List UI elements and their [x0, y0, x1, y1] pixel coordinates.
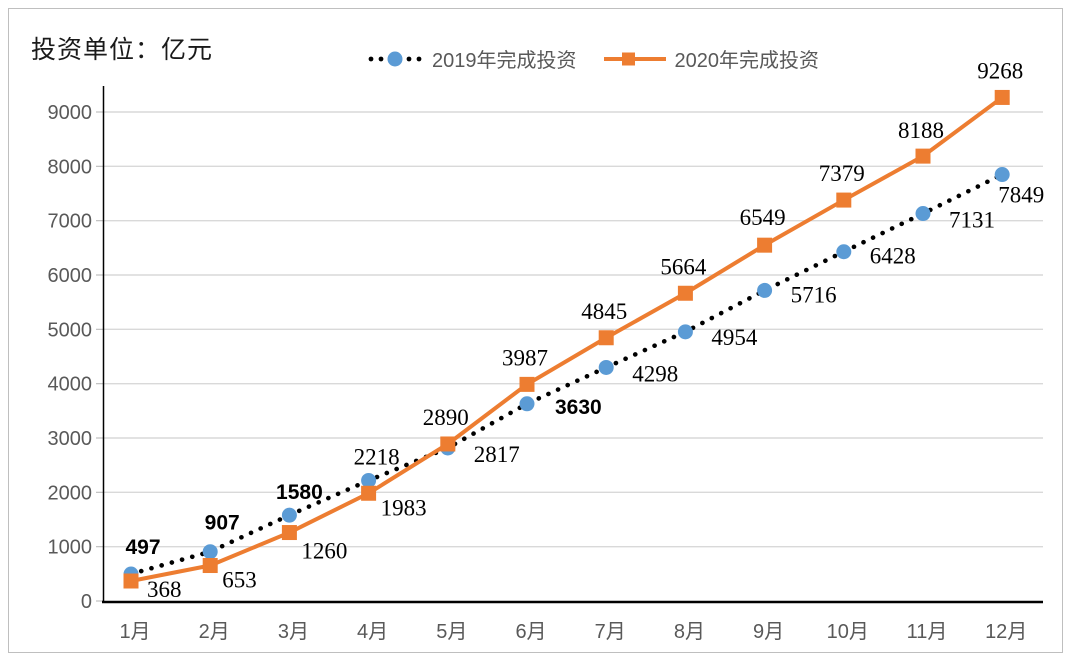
- legend: 2019年完成投资 2020年完成投资: [366, 44, 819, 73]
- y-tick-label: 9000: [48, 102, 93, 124]
- series-2020-value-label-2月: 653: [222, 568, 257, 593]
- series-2020-marker-10月: [836, 192, 852, 208]
- series-2020-marker-8月: [677, 285, 693, 301]
- series-2019-value-label-1月: 497: [125, 536, 160, 559]
- dotted-line-circle-marker-icon: [368, 51, 422, 66]
- series-2020-value-label-12月: 9268: [977, 58, 1023, 83]
- x-tick-label: 11月: [907, 621, 948, 643]
- legend-label-2019: 2019年完成投资: [432, 50, 577, 72]
- legend-item-2020: 2020年完成投资: [603, 44, 820, 73]
- y-tick-label: 3000: [48, 428, 93, 450]
- series-2020-marker-7月: [598, 330, 614, 346]
- series-2020-value-label-3月: 1260: [301, 539, 347, 564]
- solid-line-square-marker-icon: [603, 52, 666, 65]
- y-tick-label: 7000: [48, 211, 93, 233]
- x-tick-label: 5月: [436, 621, 467, 643]
- series-2020-marker-4月: [361, 485, 377, 501]
- x-tick-label: 9月: [753, 621, 784, 643]
- y-tick-label: 0: [81, 591, 92, 613]
- series-2020-marker-6月: [519, 376, 535, 392]
- series-2020-value-label-11月: 8188: [898, 118, 944, 143]
- series-2020-marker-3月: [281, 525, 297, 541]
- series-2019-marker-6月: [519, 396, 535, 412]
- series-2020-marker-9月: [757, 237, 773, 253]
- unit-label: 投资单位：亿元: [31, 36, 214, 64]
- series-2020-value-label-1月: 368: [147, 577, 182, 602]
- series-2019-value-label-5月: 2817: [474, 442, 520, 467]
- series-2020-value-label-6月: 3987: [502, 345, 548, 370]
- series-2019-value-label-7月: 4298: [632, 361, 678, 386]
- series-2019-marker-12月: [994, 167, 1010, 183]
- x-tick-label: 8月: [674, 621, 705, 643]
- series-2020-marker-1月: [123, 573, 139, 589]
- x-tick-label: 2月: [199, 621, 230, 643]
- x-tick-label: 7月: [595, 621, 626, 643]
- series-2019-value-label-6月: 3630: [555, 396, 602, 419]
- series-2019-marker-9月: [757, 282, 773, 298]
- x-tick-label: 1月: [119, 621, 150, 643]
- series-2020-marker-12月: [994, 89, 1010, 105]
- series-2019-marker-8月: [677, 324, 693, 340]
- y-tick-label: 5000: [48, 319, 93, 341]
- series-2019-line: [128, 172, 1005, 577]
- series-2019-value-label-9月: 5716: [791, 282, 837, 307]
- x-tick-label: 6月: [515, 621, 546, 643]
- series-2020-value-label-5月: 2890: [423, 405, 469, 430]
- series-2019-value-label-11月: 7131: [949, 208, 995, 233]
- series-2019-value-label-3月: 1580: [276, 481, 323, 504]
- y-tick-label: 2000: [48, 482, 93, 504]
- x-tick-label: 3月: [278, 621, 309, 643]
- series-2019-marker-10月: [836, 244, 852, 260]
- series-2019-value-label-8月: 4954: [711, 325, 758, 350]
- series-2020-value-label-7月: 4845: [581, 299, 627, 324]
- series-2019-marker-3月: [281, 507, 297, 523]
- series-2019-marker-4月: [361, 472, 377, 488]
- series-2020-marker-5月: [440, 436, 456, 452]
- series-2019-value-label-4月: 2218: [354, 444, 400, 469]
- series-2019-marker-11月: [915, 206, 931, 222]
- x-tick-label: 10月: [827, 621, 869, 643]
- y-tick-label: 4000: [48, 374, 93, 396]
- series-2019-value-label-2月: 907: [205, 512, 240, 535]
- series-2020-marker-11月: [915, 148, 931, 164]
- x-tick-label: 12月: [985, 621, 1027, 643]
- legend-item-2019: 2019年完成投资: [366, 44, 577, 73]
- series-2020-value-label-8月: 5664: [660, 254, 707, 279]
- chart-frame: [8, 8, 1063, 653]
- y-tick-label: 8000: [48, 156, 93, 178]
- y-tick-label: 1000: [48, 537, 93, 559]
- y-tick-label: 6000: [48, 265, 93, 287]
- legend-label-2020: 2020年完成投资: [674, 50, 820, 72]
- x-tick-label: 4月: [357, 621, 388, 643]
- series-2020-value-label-10月: 7379: [819, 161, 865, 186]
- series-2019-marker-2月: [202, 544, 218, 560]
- series-2019-value-label-10月: 6428: [870, 244, 916, 269]
- series-2020-value-label-4月: 1983: [381, 495, 427, 520]
- series-2020-value-label-9月: 6549: [740, 205, 786, 230]
- series-2020-line: [130, 95, 1004, 583]
- series-2019-marker-7月: [598, 359, 614, 375]
- series-2020-marker-2月: [202, 558, 218, 574]
- series-2019-value-label-12月: 7849: [998, 183, 1044, 208]
